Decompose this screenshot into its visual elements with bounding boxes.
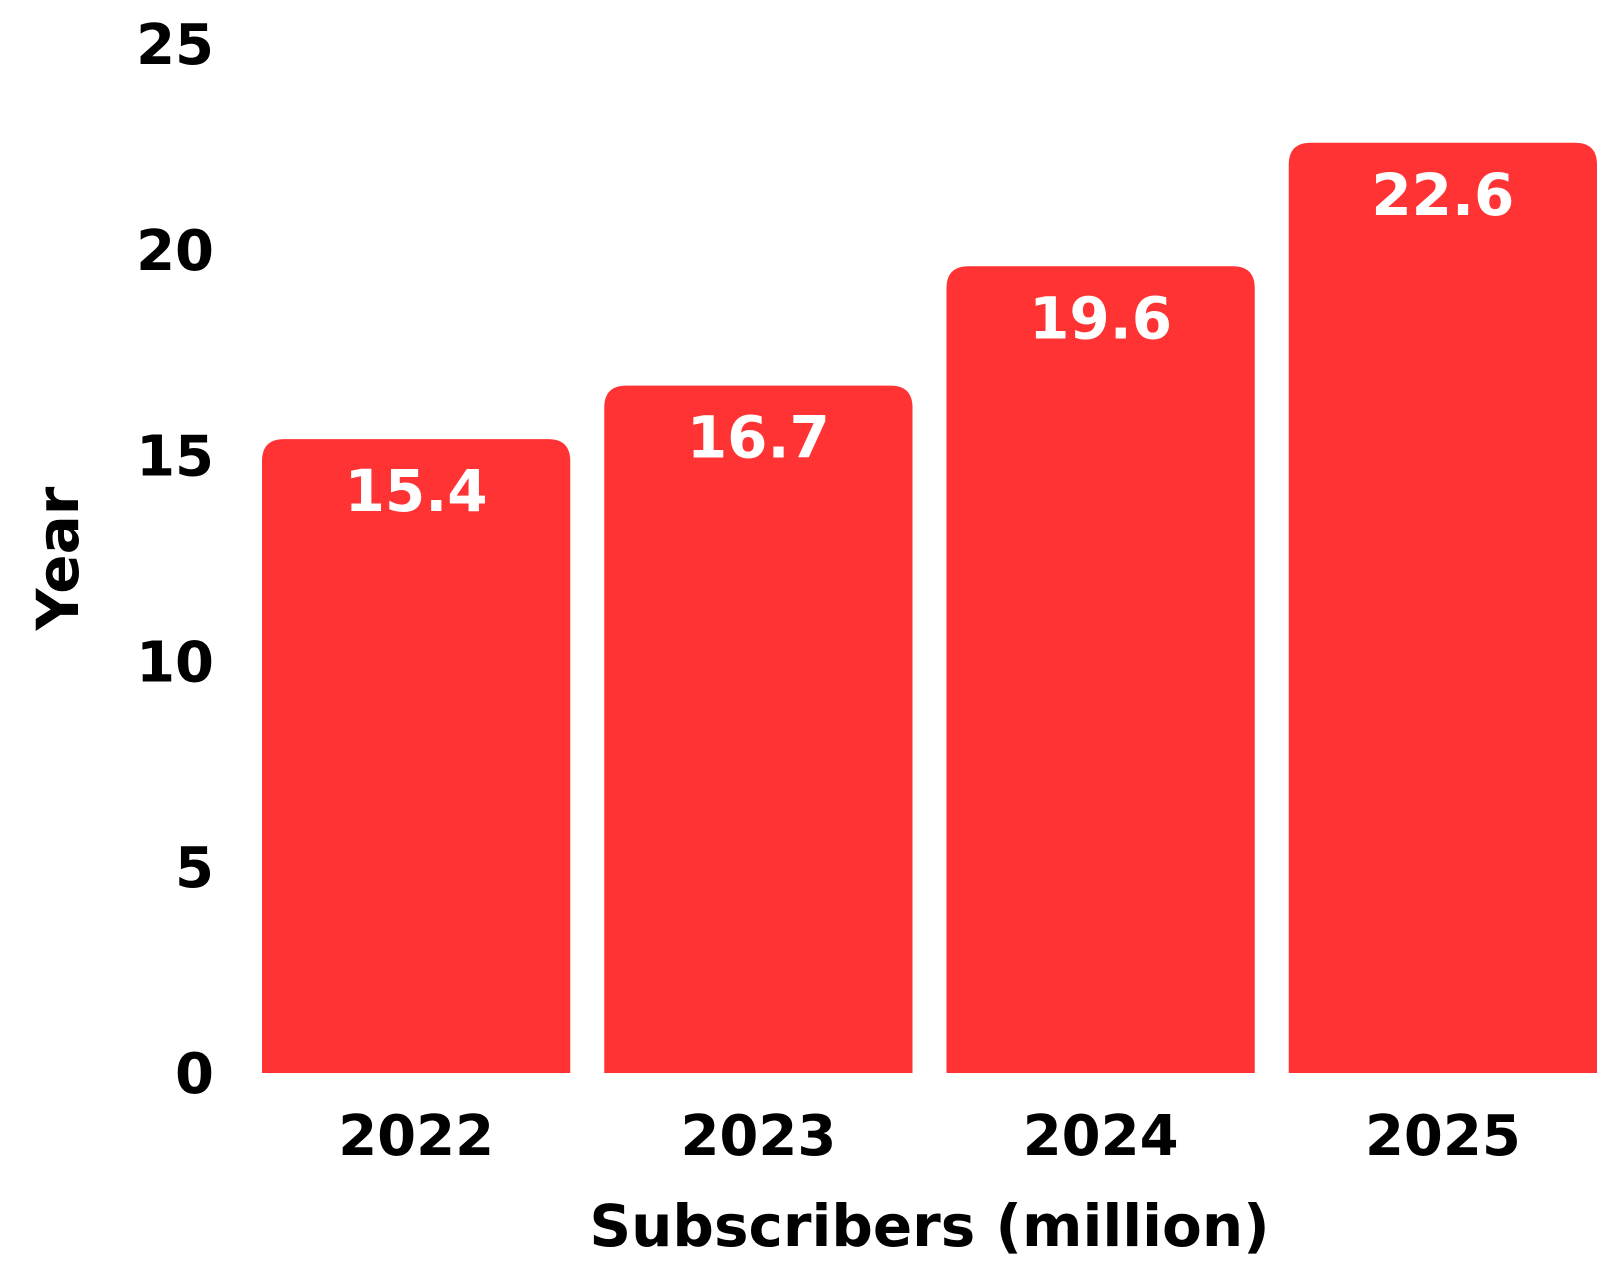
bars-group — [262, 142, 1597, 1073]
data-label: 15.4 — [345, 457, 488, 525]
y-tick-label: 5 — [175, 836, 214, 901]
data-label: 19.6 — [1029, 284, 1172, 352]
y-tick-label: 10 — [136, 630, 214, 695]
x-axis-ticks: 2022 2023 2024 2025 — [338, 1104, 1521, 1169]
data-label: 22.6 — [1371, 161, 1514, 229]
x-tick-label: 2025 — [1365, 1104, 1521, 1169]
y-axis-title: Year — [24, 486, 92, 631]
y-tick-label: 25 — [136, 13, 214, 78]
y-tick-label: 20 — [136, 219, 214, 284]
x-axis-title: Subscribers (million) — [589, 1192, 1269, 1260]
bar — [946, 266, 1255, 1073]
bar — [262, 439, 571, 1073]
data-label: 16.7 — [687, 404, 830, 472]
x-tick-label: 2024 — [1023, 1104, 1179, 1169]
x-tick-label: 2023 — [680, 1104, 836, 1169]
y-tick-label: 15 — [136, 425, 214, 490]
data-labels-group: 15.4 16.7 19.6 22.6 — [345, 161, 1515, 525]
bar — [604, 385, 913, 1073]
bar — [1288, 142, 1597, 1073]
y-axis-ticks: 0 5 10 15 20 25 — [136, 13, 214, 1107]
x-tick-label: 2022 — [338, 1104, 494, 1169]
y-tick-label: 0 — [175, 1042, 214, 1107]
